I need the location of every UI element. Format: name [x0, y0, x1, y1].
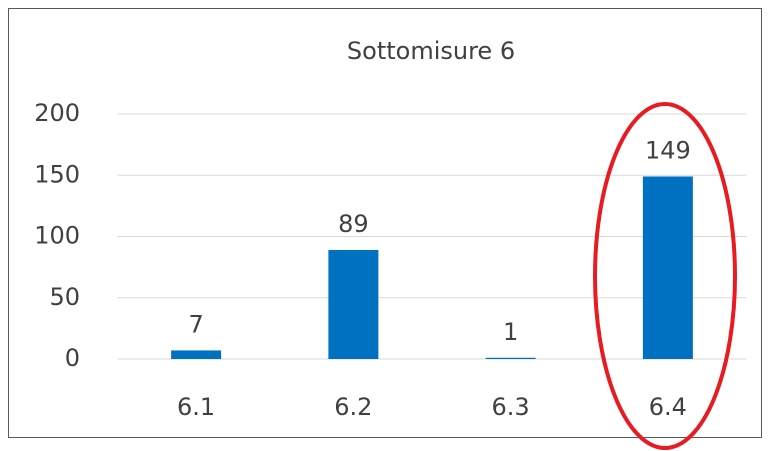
data-label: 149: [645, 136, 691, 164]
chart-border: [8, 8, 762, 438]
x-tick-label: 6.2: [334, 393, 372, 421]
highlight-ellipse: [593, 102, 737, 450]
data-label: 7: [188, 310, 203, 338]
y-tick-label: 150: [34, 160, 80, 188]
bar: [171, 350, 222, 359]
bar: [642, 176, 693, 359]
x-tick-label: 6.4: [649, 393, 687, 421]
bar: [485, 357, 536, 359]
y-tick-label: 50: [49, 283, 80, 311]
y-tick-label: 200: [34, 99, 80, 127]
data-label: 1: [503, 318, 518, 346]
data-label: 89: [338, 210, 369, 238]
bar: [328, 249, 379, 359]
chart-title: Sottomisure 6: [347, 37, 515, 65]
x-tick-label: 6.3: [492, 393, 530, 421]
y-tick-label: 0: [65, 344, 80, 372]
x-tick-label: 6.1: [177, 393, 215, 421]
y-tick-label: 100: [34, 222, 80, 250]
